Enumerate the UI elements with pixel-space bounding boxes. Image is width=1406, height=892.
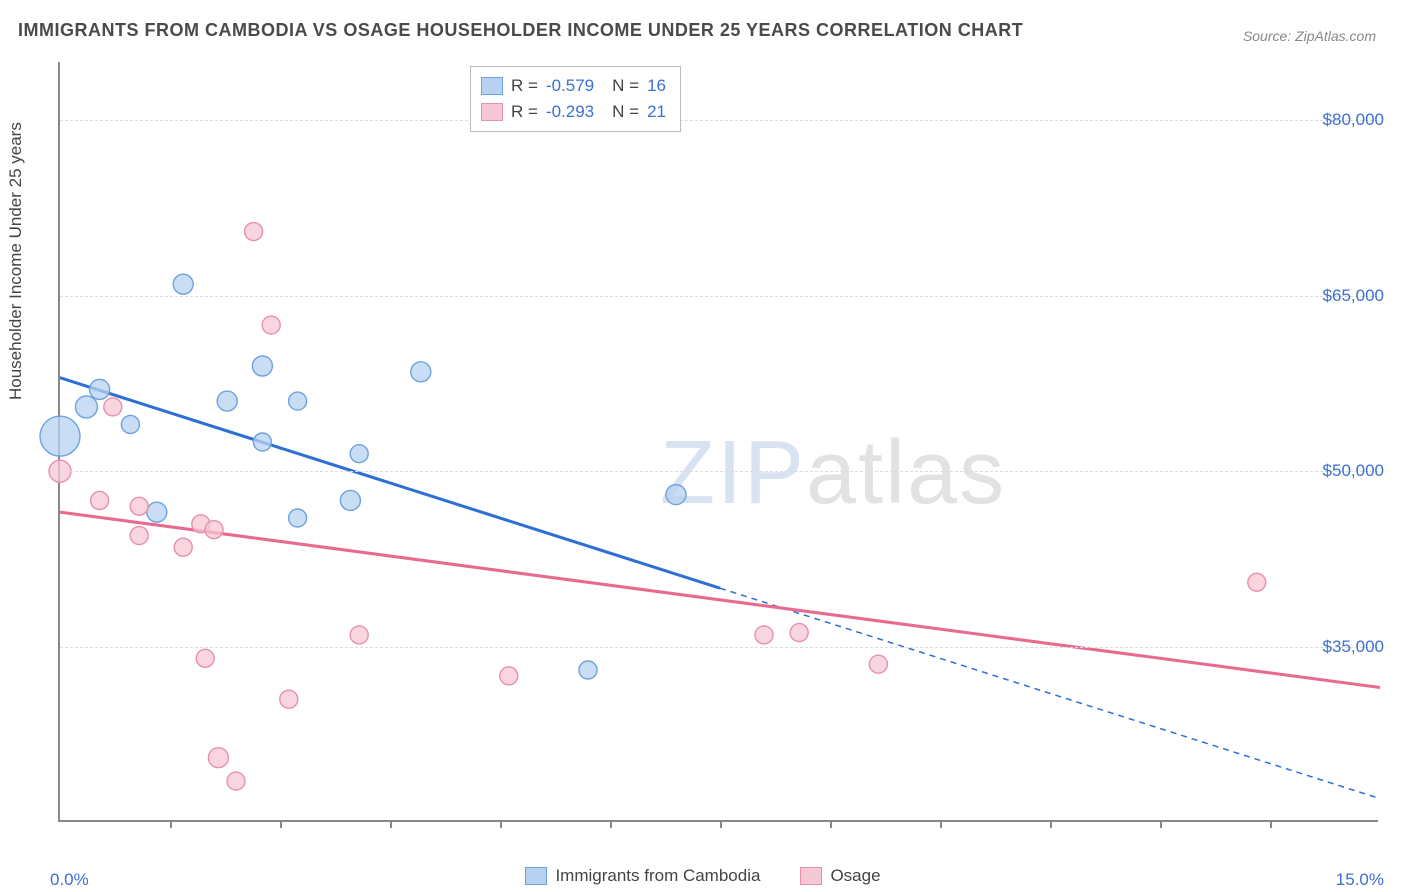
data-point xyxy=(147,502,167,522)
chart-title: IMMIGRANTS FROM CAMBODIA VS OSAGE HOUSEH… xyxy=(18,20,1023,41)
legend-corr-row: R = -0.293 N = 21 xyxy=(481,99,666,125)
legend-N-label: N = xyxy=(612,99,639,125)
x-tick xyxy=(830,820,832,828)
legend-R-label: R = xyxy=(511,73,538,99)
y-tick-label: $65,000 xyxy=(1323,286,1384,306)
data-point xyxy=(500,667,518,685)
legend-swatch xyxy=(800,867,822,885)
gridline-h xyxy=(60,120,1378,121)
data-point xyxy=(217,391,237,411)
legend-R-value: -0.293 xyxy=(546,99,594,125)
legend-N-value: 21 xyxy=(647,99,666,125)
data-point xyxy=(104,398,122,416)
data-point xyxy=(350,445,368,463)
data-point xyxy=(350,626,368,644)
data-point xyxy=(666,485,686,505)
x-tick xyxy=(1270,820,1272,828)
data-point xyxy=(227,772,245,790)
plot-svg xyxy=(60,62,1378,820)
legend-R-label: R = xyxy=(511,99,538,125)
data-point xyxy=(579,661,597,679)
data-point xyxy=(252,356,272,376)
data-point xyxy=(411,362,431,382)
data-point xyxy=(755,626,773,644)
data-point xyxy=(208,748,228,768)
x-tick xyxy=(280,820,282,828)
x-tick xyxy=(610,820,612,828)
legend-swatch xyxy=(525,867,547,885)
data-point xyxy=(289,392,307,410)
data-point xyxy=(280,690,298,708)
data-point xyxy=(40,416,80,456)
data-point xyxy=(75,396,97,418)
gridline-h xyxy=(60,647,1378,648)
y-tick-label: $35,000 xyxy=(1323,637,1384,657)
legend-correlation: R = -0.579 N = 16 R = -0.293 N = 21 xyxy=(470,66,681,132)
data-point xyxy=(340,490,360,510)
data-point xyxy=(196,649,214,667)
source-label: Source: ZipAtlas.com xyxy=(1243,28,1376,44)
trend-line-1 xyxy=(60,512,1380,687)
x-tick xyxy=(390,820,392,828)
data-point xyxy=(90,379,110,399)
x-tick xyxy=(1050,820,1052,828)
legend-series-label: Osage xyxy=(830,866,880,886)
data-point xyxy=(205,521,223,539)
gridline-h xyxy=(60,296,1378,297)
plot-area: ZIPatlas xyxy=(58,62,1378,822)
gridline-h xyxy=(60,471,1378,472)
legend-series-item: Immigrants from Cambodia xyxy=(525,866,760,886)
data-point xyxy=(130,527,148,545)
data-point xyxy=(173,274,193,294)
data-point xyxy=(245,223,263,241)
data-point xyxy=(91,491,109,509)
legend-R-value: -0.579 xyxy=(546,73,594,99)
trend-line-ext-0 xyxy=(720,588,1380,798)
x-tick xyxy=(940,820,942,828)
x-tick xyxy=(720,820,722,828)
data-point xyxy=(253,433,271,451)
data-point xyxy=(869,655,887,673)
data-point xyxy=(1248,573,1266,591)
x-tick-min: 0.0% xyxy=(50,870,89,890)
legend-swatch xyxy=(481,103,503,121)
data-point xyxy=(130,497,148,515)
y-tick-label: $80,000 xyxy=(1323,110,1384,130)
legend-series-item: Osage xyxy=(800,866,880,886)
data-point xyxy=(289,509,307,527)
legend-N-value: 16 xyxy=(647,73,666,99)
data-point xyxy=(121,415,139,433)
data-point xyxy=(174,538,192,556)
x-tick xyxy=(1160,820,1162,828)
legend-series-label: Immigrants from Cambodia xyxy=(555,866,760,886)
data-point xyxy=(262,316,280,334)
legend-series: Immigrants from Cambodia Osage xyxy=(0,866,1406,886)
legend-corr-row: R = -0.579 N = 16 xyxy=(481,73,666,99)
y-tick-label: $50,000 xyxy=(1323,461,1384,481)
legend-N-label: N = xyxy=(612,73,639,99)
data-point xyxy=(790,624,808,642)
x-tick xyxy=(170,820,172,828)
y-axis-title: Householder Income Under 25 years xyxy=(6,122,26,400)
x-tick xyxy=(500,820,502,828)
x-tick-max: 15.0% xyxy=(1336,870,1384,890)
legend-swatch xyxy=(481,77,503,95)
